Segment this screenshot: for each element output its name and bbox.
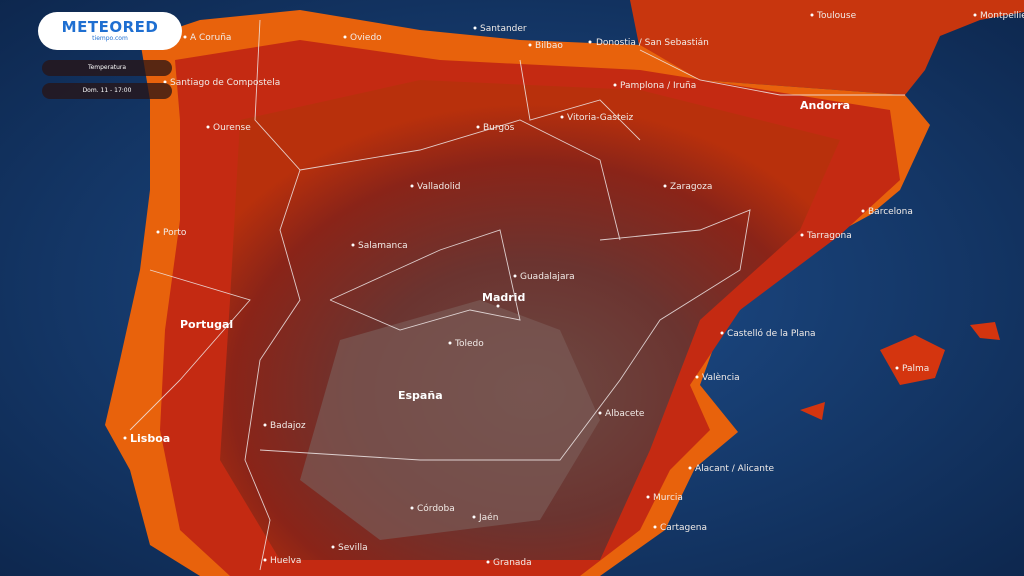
france: [630, 0, 1024, 95]
city-dot: [800, 233, 804, 237]
city-label: Valladolid: [417, 182, 460, 192]
city-dot: [206, 125, 210, 129]
time-label: Dom. 11 - 17:00: [42, 83, 172, 99]
city-label: Montpellier: [980, 11, 1024, 21]
country-label: Portugal: [180, 318, 233, 331]
city-label: A Coruña: [190, 33, 231, 43]
city-label: Salamanca: [358, 241, 408, 251]
city-dot: [263, 558, 267, 562]
city-dot: [613, 83, 617, 87]
city-dot: [472, 515, 476, 519]
city-dot: [688, 466, 692, 470]
city-dot: [351, 243, 355, 247]
city-dot: [496, 304, 500, 308]
city-dot: [810, 13, 814, 17]
city-dot: [560, 115, 564, 119]
city-dot: [123, 436, 127, 440]
city-label: Santander: [480, 24, 527, 34]
city-label: Bilbao: [535, 41, 563, 51]
city-dot: [410, 506, 414, 510]
city-label: Tarragona: [806, 231, 852, 241]
city-label: València: [702, 372, 740, 383]
city-label: Lisboa: [130, 432, 170, 445]
city-label: Madrid: [482, 291, 525, 304]
city-dot: [588, 40, 592, 44]
city-dot: [343, 35, 347, 39]
city-label: Albacete: [605, 409, 645, 419]
city-dot: [695, 375, 699, 379]
logo-text: METEORED: [61, 18, 159, 36]
city-dot: [513, 274, 517, 278]
city-label: Santiago de Compostela: [170, 78, 280, 88]
city-dot: [486, 560, 490, 564]
city-dot: [473, 26, 477, 30]
city-label: Murcia: [653, 493, 683, 503]
city-label: Vitoria-Gasteiz: [567, 113, 634, 123]
city-label: Oviedo: [350, 33, 382, 43]
city-dot: [476, 125, 480, 129]
city-label: Burgos: [483, 123, 515, 133]
city-label: Alacant / Alicante: [695, 464, 774, 474]
city-dot: [331, 545, 335, 549]
city-dot: [653, 525, 657, 529]
logo: METEORED tiempo.com: [38, 12, 182, 50]
city-dot: [163, 80, 167, 84]
city-dot: [720, 331, 724, 335]
labels: A Coruña Oviedo Santander Bilbao Donosti…: [123, 11, 1024, 568]
city-label: Toledo: [454, 339, 484, 349]
city-label: Donostia / San Sebastián: [596, 38, 709, 48]
city-dot: [156, 230, 160, 234]
ibiza: [800, 402, 825, 420]
city-label: Guadalajara: [520, 272, 575, 282]
layer-label: Temperatura: [42, 60, 172, 76]
city-dot: [973, 13, 977, 17]
logo-subtext: tiempo.com: [92, 35, 128, 42]
city-dot: [861, 209, 865, 213]
city-label: Porto: [163, 228, 187, 238]
city-dot: [410, 184, 414, 188]
city-label: Toulouse: [816, 11, 857, 21]
land-hottest: [300, 300, 600, 540]
city-label: Sevilla: [338, 543, 368, 553]
borders: [129, 19, 905, 571]
country-label: España: [398, 389, 443, 402]
city-label: Castelló de la Plana: [727, 328, 816, 339]
city-label: Córdoba: [417, 503, 455, 514]
city-label: Huelva: [270, 556, 301, 566]
city-label: Granada: [493, 558, 532, 568]
city-dot: [528, 43, 532, 47]
city-label: Palma: [902, 364, 929, 374]
city-label: Ourense: [213, 123, 251, 133]
city-dot: [895, 366, 899, 370]
city-label: Cartagena: [660, 523, 707, 533]
city-label: Pamplona / Iruña: [620, 81, 696, 91]
city-label: Badajoz: [270, 421, 306, 431]
city-dot: [598, 411, 602, 415]
city-label: Barcelona: [868, 207, 913, 217]
menorca: [970, 322, 1000, 340]
mallorca: [880, 335, 945, 385]
country-label: Andorra: [800, 99, 850, 112]
city-dot: [183, 35, 187, 39]
city-dot: [263, 423, 267, 427]
city-dot: [646, 495, 650, 499]
city-label: Zaragoza: [670, 182, 712, 192]
city-label: Jaén: [478, 512, 498, 523]
city-dot: [663, 184, 667, 188]
city-dot: [448, 341, 452, 345]
